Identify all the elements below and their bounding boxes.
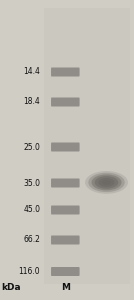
Text: kDa: kDa xyxy=(1,283,21,292)
Ellipse shape xyxy=(85,171,128,194)
FancyBboxPatch shape xyxy=(51,236,80,244)
FancyBboxPatch shape xyxy=(51,142,80,152)
FancyBboxPatch shape xyxy=(51,68,80,76)
FancyBboxPatch shape xyxy=(44,8,130,284)
Text: 25.0: 25.0 xyxy=(23,142,40,152)
Ellipse shape xyxy=(92,174,122,190)
Ellipse shape xyxy=(102,180,111,185)
Ellipse shape xyxy=(88,173,125,192)
Text: 35.0: 35.0 xyxy=(23,178,40,188)
FancyBboxPatch shape xyxy=(51,178,80,188)
FancyBboxPatch shape xyxy=(51,206,80,214)
Text: 14.4: 14.4 xyxy=(23,68,40,76)
FancyBboxPatch shape xyxy=(51,98,80,106)
Ellipse shape xyxy=(95,176,118,189)
Text: 45.0: 45.0 xyxy=(23,206,40,214)
Text: 116.0: 116.0 xyxy=(19,267,40,276)
Ellipse shape xyxy=(98,178,115,187)
FancyBboxPatch shape xyxy=(51,267,80,276)
Text: M: M xyxy=(61,283,70,292)
Text: 66.2: 66.2 xyxy=(23,236,40,244)
Text: 18.4: 18.4 xyxy=(23,98,40,106)
